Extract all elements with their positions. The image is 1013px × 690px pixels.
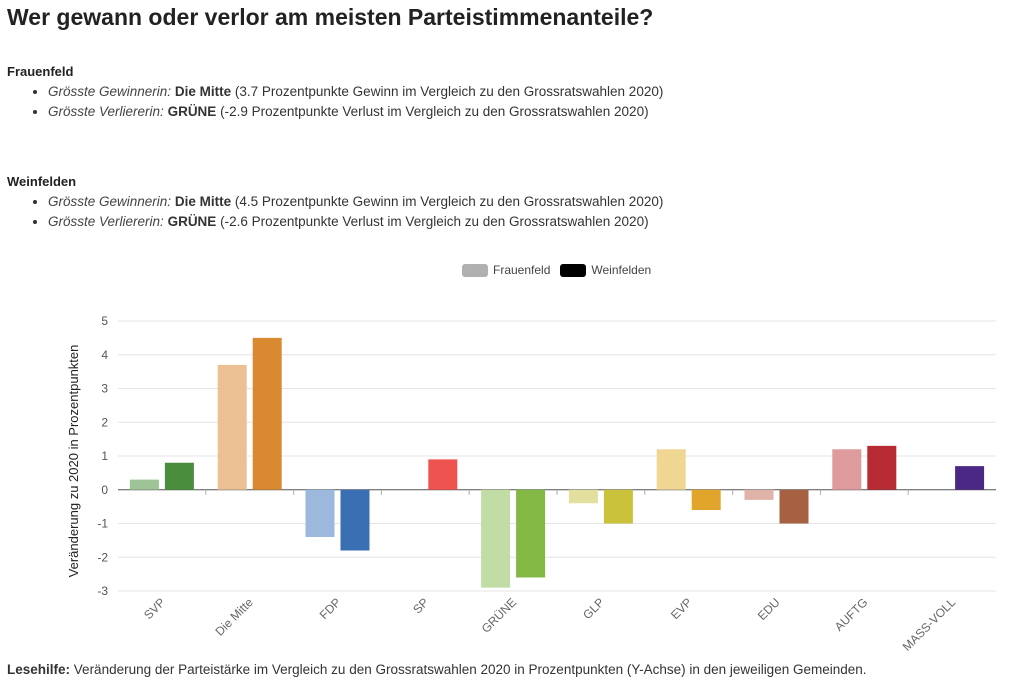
bar-weinfelden-sp bbox=[428, 459, 458, 490]
y-axis-label: Veränderung zu 2020 in Prozentpunkten bbox=[66, 345, 81, 578]
section-title-frauenfeld: Frauenfeld bbox=[7, 64, 74, 79]
bar-frauenfeld-evp bbox=[656, 449, 686, 490]
x-tick-label: FDP bbox=[317, 595, 344, 622]
x-tick-label: Die Mitte bbox=[212, 595, 256, 639]
y-tick-label: -3 bbox=[97, 584, 108, 598]
bar-frauenfeld-auftg bbox=[832, 449, 862, 490]
page-title: Wer gewann oder verlor am meisten Partei… bbox=[7, 4, 654, 30]
y-tick-label: 5 bbox=[101, 314, 108, 328]
legend-item-frauenfeld[interactable]: Frauenfeld bbox=[462, 263, 550, 277]
loser-text: (-2.9 Prozentpunkte Verlust im Vergleich… bbox=[220, 104, 649, 119]
bar-frauenfeld-edu bbox=[744, 489, 774, 500]
reading-aid-label: Lesehilfe: bbox=[7, 662, 71, 677]
bar-weinfelden-svp bbox=[164, 462, 194, 490]
bar-frauenfeld-svp bbox=[129, 479, 159, 490]
y-tick-label: 2 bbox=[101, 415, 108, 429]
bar-frauenfeld-fdp bbox=[305, 489, 335, 537]
weinfelden-facts: Grösste Gewinnerin: Die Mitte (4.5 Proze… bbox=[30, 192, 663, 232]
loser-label: Grösste Verliererin: bbox=[48, 104, 164, 119]
y-tick-label: -1 bbox=[97, 517, 108, 531]
bar-frauenfeld-glp bbox=[568, 489, 598, 504]
reading-aid-text: Veränderung der Parteistärke im Vergleic… bbox=[73, 662, 867, 677]
x-tick-label: GRÜNE bbox=[479, 595, 520, 636]
bar-frauenfeld-die-mitte bbox=[217, 364, 247, 490]
winner-text: (3.7 Prozentpunkte Gewinn im Vergleich z… bbox=[234, 84, 664, 99]
weinfelden-winner-item: Grösste Gewinnerin: Die Mitte (4.5 Proze… bbox=[48, 192, 663, 212]
y-tick-label: 0 bbox=[101, 483, 108, 497]
frauenfeld-facts: Grösste Gewinnerin: Die Mitte (3.7 Proze… bbox=[30, 82, 663, 122]
winner-label: Grösste Gewinnerin: bbox=[48, 194, 172, 209]
bar-weinfelden-evp bbox=[691, 489, 721, 510]
loser-text: (-2.6 Prozentpunkte Verlust im Vergleich… bbox=[220, 214, 649, 229]
frauenfeld-winner-item: Grösste Gewinnerin: Die Mitte (3.7 Proze… bbox=[48, 82, 663, 102]
bar-weinfelden-auftg bbox=[867, 445, 897, 490]
legend-label-weinfelden: Weinfelden bbox=[591, 263, 652, 277]
y-tick-label: 3 bbox=[101, 382, 108, 396]
bar-frauenfeld-grüne bbox=[481, 489, 511, 588]
y-tick-label: 1 bbox=[101, 449, 108, 463]
loser-party: GRÜNE bbox=[167, 214, 217, 229]
x-tick-label: SP bbox=[410, 595, 431, 616]
winner-party: Die Mitte bbox=[174, 194, 232, 209]
bar-weinfelden-die-mitte bbox=[252, 337, 282, 490]
y-tick-label: 4 bbox=[101, 348, 108, 362]
x-tick-label: SVP bbox=[141, 595, 168, 622]
bar-weinfelden-glp bbox=[603, 489, 633, 524]
legend-item-weinfelden[interactable]: Weinfelden bbox=[560, 263, 651, 277]
bar-weinfelden-grüne bbox=[516, 489, 546, 578]
loser-party: GRÜNE bbox=[167, 104, 217, 119]
winner-text: (4.5 Prozentpunkte Gewinn im Vergleich z… bbox=[234, 194, 664, 209]
bar-weinfelden-mass-voll bbox=[955, 466, 985, 490]
legend-swatch-weinfelden bbox=[560, 263, 587, 277]
bar-chart: -3 -2 -1 0 1 2 3 4 5 SVP Die Mitte FDP SP GRÜNE GLP EVP… bbox=[66, 314, 996, 654]
winner-label: Grösste Gewinnerin: bbox=[48, 84, 172, 99]
bar-weinfelden-fdp bbox=[340, 489, 370, 551]
x-tick-label: EVP bbox=[668, 595, 695, 622]
section-title-weinfelden: Weinfelden bbox=[7, 174, 77, 189]
x-tick-label: EDU bbox=[755, 595, 783, 623]
winner-party: Die Mitte bbox=[174, 84, 232, 99]
x-tick-label: AUFTG bbox=[832, 595, 871, 634]
x-tick-label: GLP bbox=[580, 595, 607, 622]
x-tick-label: MASS-VOLL bbox=[900, 595, 959, 654]
reading-aid: Lesehilfe: Veränderung der Parteistärke … bbox=[7, 662, 867, 677]
weinfelden-loser-item: Grösste Verliererin: GRÜNE (-2.6 Prozent… bbox=[48, 212, 663, 232]
legend-swatch-frauenfeld bbox=[462, 263, 488, 277]
chart-legend: Frauenfeld Weinfelden bbox=[462, 263, 661, 277]
bar-weinfelden-edu bbox=[779, 489, 809, 524]
loser-label: Grösste Verliererin: bbox=[48, 214, 164, 229]
legend-label-frauenfeld: Frauenfeld bbox=[493, 263, 551, 277]
y-tick-label: -2 bbox=[97, 550, 108, 564]
frauenfeld-loser-item: Grösste Verliererin: GRÜNE (-2.9 Prozent… bbox=[48, 102, 663, 122]
